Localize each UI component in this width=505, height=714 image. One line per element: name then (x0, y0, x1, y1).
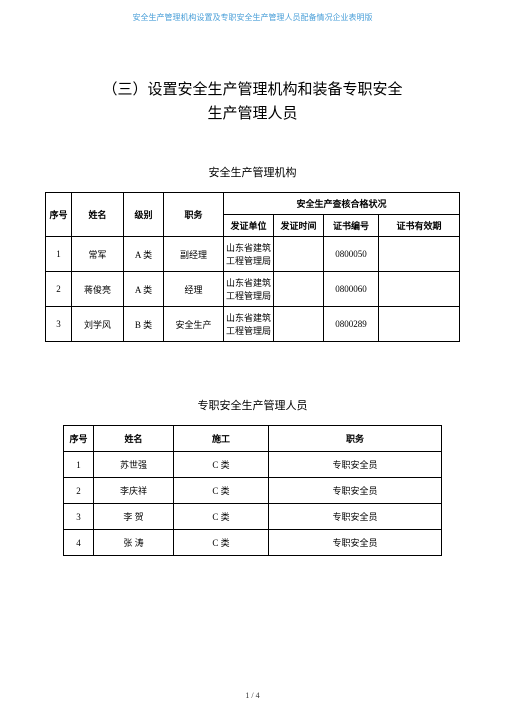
cell-expiry (379, 272, 460, 307)
col-seq: 序号 (46, 193, 72, 237)
cell-name: 张 涛 (94, 530, 174, 556)
table-row: 4 张 涛 C 类 专职安全员 (64, 530, 442, 556)
cell-level: B 类 (124, 307, 164, 342)
table-row: 1 常军 A 类 副经理 山东省建筑工程管理局 0800050 (46, 237, 460, 272)
cell-name: 蒋俊亮 (72, 272, 124, 307)
cell-position: 专职安全员 (269, 530, 442, 556)
section1-title: 安全生产管理机构 (45, 164, 460, 180)
cell-level: A 类 (124, 237, 164, 272)
section2-title: 专职安全生产管理人员 (45, 397, 460, 413)
section2: 专职安全生产管理人员 序号 姓名 施工 职务 1 苏世强 C 类 专职安全员 2… (45, 397, 460, 556)
cell-position: 安全生产 (164, 307, 224, 342)
cell-issuer: 山东省建筑工程管理局 (224, 307, 274, 342)
document-header: 安全生产管理机构设置及专职安全生产管理人员配备情况企业表明版 (0, 12, 505, 23)
cell-name: 常军 (72, 237, 124, 272)
col-position: 职务 (269, 426, 442, 452)
cell-name: 李 贺 (94, 504, 174, 530)
cell-position: 专职安全员 (269, 478, 442, 504)
cell-issue-date (274, 272, 324, 307)
col-issuer: 发证单位 (224, 215, 274, 237)
cell-seq: 3 (46, 307, 72, 342)
col-cert-status: 安全生产查核合格状况 (224, 193, 460, 215)
col-issue-date: 发证时间 (274, 215, 324, 237)
main-title-line2: 生产管理人员 (207, 106, 297, 122)
cell-position: 专职安全员 (269, 452, 442, 478)
cell-expiry (379, 237, 460, 272)
cell-issue-date (274, 307, 324, 342)
table-row: 3 刘学风 B 类 安全生产 山东省建筑工程管理局 0800289 (46, 307, 460, 342)
cell-seq: 1 (46, 237, 72, 272)
table-row: 2 李庆祥 C 类 专职安全员 (64, 478, 442, 504)
main-title: （三）设置安全生产管理机构和装备专职安全 生产管理人员 (45, 78, 460, 126)
cell-seq: 3 (64, 504, 94, 530)
cell-construction: C 类 (174, 530, 269, 556)
cell-name: 苏世强 (94, 452, 174, 478)
cell-position: 经理 (164, 272, 224, 307)
col-position: 职务 (164, 193, 224, 237)
personnel-table: 序号 姓名 施工 职务 1 苏世强 C 类 专职安全员 2 李庆祥 C 类 专职… (63, 425, 442, 556)
main-title-line1: （三）设置安全生产管理机构和装备专职安全 (102, 82, 402, 98)
table-row: 1 苏世强 C 类 专职安全员 (64, 452, 442, 478)
col-name: 姓名 (94, 426, 174, 452)
cell-cert-no: 0800050 (324, 237, 379, 272)
cell-name: 李庆祥 (94, 478, 174, 504)
page-number: 1 / 4 (0, 691, 505, 700)
col-expiry: 证书有效期 (379, 215, 460, 237)
table-row: 2 蒋俊亮 A 类 经理 山东省建筑工程管理局 0800060 (46, 272, 460, 307)
cell-expiry (379, 307, 460, 342)
cell-position: 副经理 (164, 237, 224, 272)
cell-issuer: 山东省建筑工程管理局 (224, 272, 274, 307)
cell-level: A 类 (124, 272, 164, 307)
content-area: （三）设置安全生产管理机构和装备专职安全 生产管理人员 安全生产管理机构 序号 … (45, 78, 460, 556)
col-seq: 序号 (64, 426, 94, 452)
col-name: 姓名 (72, 193, 124, 237)
cell-construction: C 类 (174, 504, 269, 530)
cell-construction: C 类 (174, 452, 269, 478)
table-row: 3 李 贺 C 类 专职安全员 (64, 504, 442, 530)
management-org-table: 序号 姓名 级别 职务 安全生产查核合格状况 发证单位 发证时间 证书编号 证书… (45, 192, 460, 342)
cell-cert-no: 0800060 (324, 272, 379, 307)
cell-construction: C 类 (174, 478, 269, 504)
cell-issue-date (274, 237, 324, 272)
col-cert-no: 证书编号 (324, 215, 379, 237)
cell-seq: 1 (64, 452, 94, 478)
cell-cert-no: 0800289 (324, 307, 379, 342)
cell-seq: 4 (64, 530, 94, 556)
col-level: 级别 (124, 193, 164, 237)
cell-seq: 2 (64, 478, 94, 504)
cell-issuer: 山东省建筑工程管理局 (224, 237, 274, 272)
cell-name: 刘学风 (72, 307, 124, 342)
col-construction: 施工 (174, 426, 269, 452)
cell-position: 专职安全员 (269, 504, 442, 530)
cell-seq: 2 (46, 272, 72, 307)
